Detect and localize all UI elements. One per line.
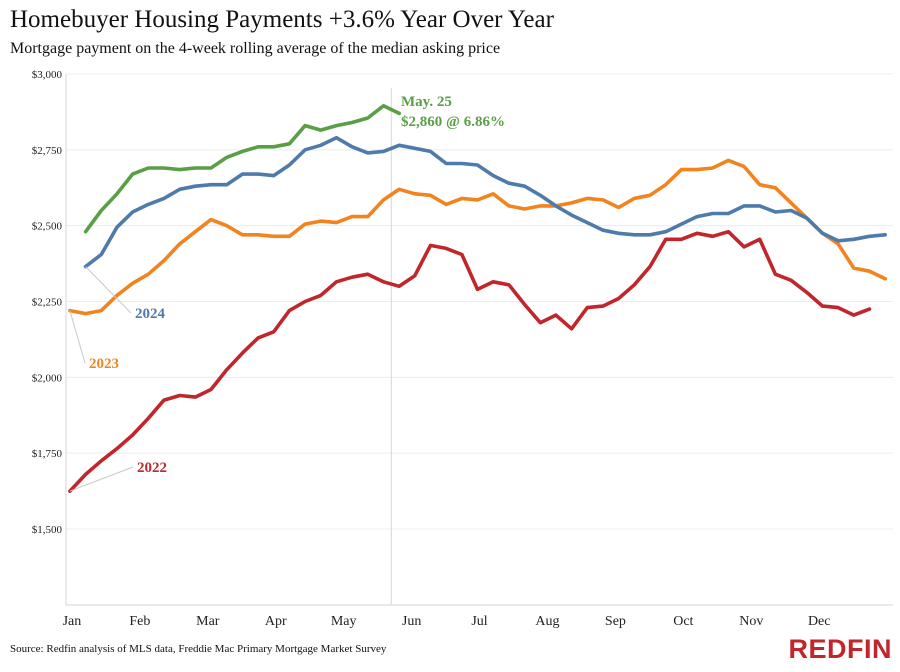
annotation-value: $2,860 @ 6.86% bbox=[401, 114, 505, 130]
series-label-2022: 2022 bbox=[137, 460, 167, 476]
x-tick-label: Aug bbox=[535, 614, 559, 629]
series-labels: 2022 2023 2024 May. 25 $2,860 @ 6.86% bbox=[69, 94, 505, 492]
grid bbox=[66, 73, 893, 530]
x-tick-label: Dec bbox=[808, 614, 831, 629]
x-tick-label: Sep bbox=[605, 614, 626, 629]
y-tick-label: $2,500 bbox=[32, 221, 63, 233]
chart-subtitle: Mortgage payment on the 4-week rolling a… bbox=[10, 40, 501, 57]
x-tick-label: Nov bbox=[739, 614, 763, 629]
series-lines bbox=[68, 104, 888, 493]
label-leader-2023 bbox=[69, 310, 86, 364]
x-tick-label: Jan bbox=[63, 614, 82, 629]
label-leader-2022 bbox=[69, 466, 134, 492]
y-tick-label: $2,250 bbox=[32, 297, 63, 309]
y-tick-label: $3,000 bbox=[32, 69, 63, 81]
series-line-2022 bbox=[68, 229, 872, 493]
y-tick-label: $1,500 bbox=[32, 524, 63, 536]
series-line-2024 bbox=[83, 135, 888, 269]
redfin-logo: REDFIN bbox=[788, 634, 892, 664]
x-tick-label: Jul bbox=[471, 614, 487, 629]
x-tick-label: Apr bbox=[265, 614, 287, 629]
series-label-2024: 2024 bbox=[135, 306, 166, 322]
x-tick-label: Oct bbox=[673, 614, 693, 629]
label-leader-2024 bbox=[85, 266, 132, 314]
x-tick-label: May bbox=[331, 614, 357, 629]
annotation-date: May. 25 bbox=[401, 94, 452, 110]
axes: $1,500 $1,750 $2,000 $2,250 $2,500 $2,750 $3,0… bbox=[32, 69, 893, 629]
x-tick-label: Feb bbox=[129, 614, 150, 629]
y-tick-label: $2,000 bbox=[32, 372, 63, 384]
series-label-2023: 2023 bbox=[89, 356, 119, 372]
source-note: Source: Redfin analysis of MLS data, Fre… bbox=[10, 643, 387, 655]
series-line-2023 bbox=[68, 158, 888, 316]
series-line-current bbox=[83, 104, 402, 234]
chart-title: Homebuyer Housing Payments +3.6% Year Ov… bbox=[10, 6, 554, 33]
y-tick-label: $1,750 bbox=[32, 448, 63, 460]
x-tick-label: Mar bbox=[196, 614, 220, 629]
y-tick-label: $2,750 bbox=[32, 145, 63, 157]
x-tick-label: Jun bbox=[402, 614, 421, 629]
